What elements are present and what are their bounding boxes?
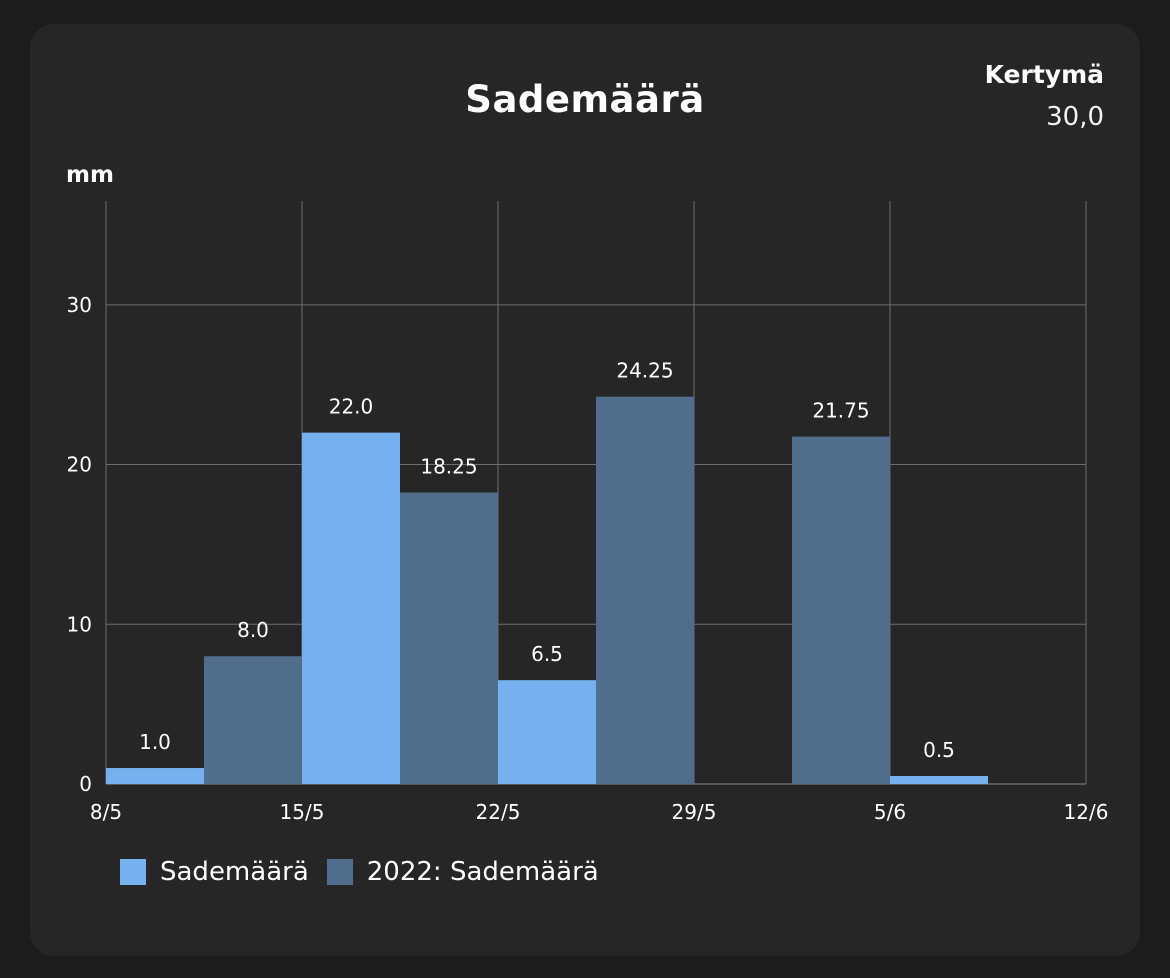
legend-label-2022: 2022: Sademäärä bbox=[366, 857, 599, 887]
legend-label-current: Sademäärä bbox=[160, 857, 309, 887]
data-label: 8.0 bbox=[237, 618, 269, 642]
legend-item-current[interactable]: Sademäärä bbox=[120, 857, 309, 887]
bar bbox=[498, 680, 596, 784]
bar bbox=[400, 492, 498, 784]
legend-swatch-2022 bbox=[326, 859, 353, 885]
bar bbox=[204, 656, 302, 784]
x-tick-label: 12/6 bbox=[1064, 800, 1109, 824]
legend-swatch-current bbox=[120, 859, 146, 885]
rainfall-card bbox=[30, 24, 1140, 956]
x-tick-label: 22/5 bbox=[476, 800, 521, 824]
bar bbox=[890, 776, 988, 784]
data-label: 22.0 bbox=[329, 395, 374, 419]
y-tick-label: 10 bbox=[67, 612, 92, 636]
y-tick-label: 30 bbox=[67, 293, 92, 317]
total-value: 30,0 bbox=[1046, 102, 1104, 132]
data-label: 21.75 bbox=[812, 399, 869, 423]
x-tick-label: 15/5 bbox=[280, 800, 325, 824]
data-label: 0.5 bbox=[923, 738, 955, 762]
data-label: 1.0 bbox=[139, 730, 171, 754]
x-tick-label: 29/5 bbox=[672, 800, 717, 824]
card-title: Sademäärä bbox=[465, 78, 705, 121]
x-tick-label: 8/5 bbox=[90, 800, 122, 824]
data-label: 24.25 bbox=[616, 359, 673, 383]
legend: Sademäärä 2022: Sademäärä bbox=[120, 857, 617, 887]
bar bbox=[302, 432, 400, 784]
y-tick-label: 0 bbox=[79, 772, 92, 796]
bar bbox=[596, 396, 694, 784]
data-label: 6.5 bbox=[531, 642, 563, 666]
legend-item-2022[interactable]: 2022: Sademäärä bbox=[326, 857, 599, 887]
y-axis-unit: mm bbox=[66, 162, 114, 188]
y-tick-label: 20 bbox=[67, 453, 92, 477]
bar bbox=[106, 768, 204, 784]
total-label: Kertymä bbox=[984, 60, 1104, 89]
bar bbox=[792, 436, 890, 784]
data-label: 18.25 bbox=[420, 455, 477, 479]
x-tick-label: 5/6 bbox=[874, 800, 906, 824]
